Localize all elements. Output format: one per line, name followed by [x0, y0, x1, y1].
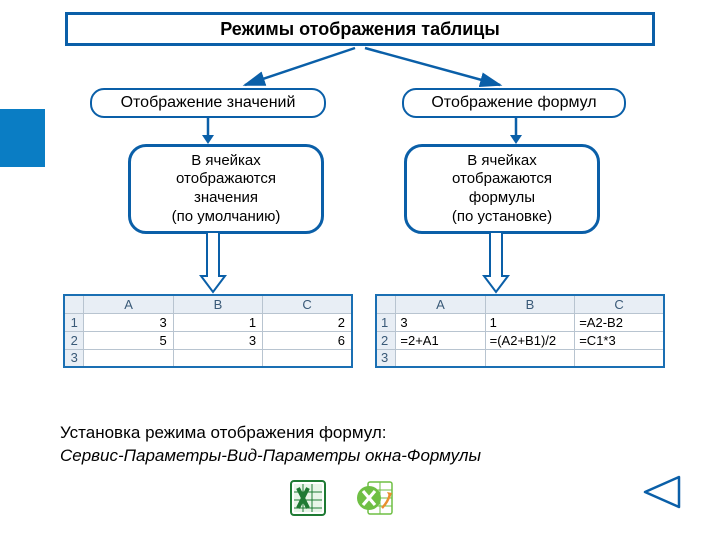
corner-cell: [64, 295, 84, 313]
cell: =A2-B2: [575, 313, 664, 331]
diverge-arrows: [0, 0, 720, 100]
cell: [396, 349, 485, 367]
cell: [485, 349, 575, 367]
row-header: 2: [64, 331, 84, 349]
left-branch-label: Отображение значений: [90, 88, 326, 118]
corner-cell: [376, 295, 396, 313]
right-desc-text: В ячейках отображаются формулы (по устан…: [452, 152, 552, 227]
cell: 1: [485, 313, 575, 331]
cell: [84, 349, 173, 367]
col-header: A: [396, 295, 485, 313]
cell: 5: [84, 331, 173, 349]
col-header: B: [173, 295, 262, 313]
cell: 3: [173, 331, 262, 349]
left-desc-text: В ячейках отображаются значения (по умол…: [172, 152, 281, 227]
left-branch-label-text: Отображение значений: [121, 94, 296, 112]
nav-back-button[interactable]: [638, 474, 684, 510]
caption-block: Установка режима отображения формул: Сер…: [60, 422, 481, 468]
app-icons-row: [288, 478, 396, 518]
cell: 3: [84, 313, 173, 331]
cell: 6: [263, 331, 352, 349]
cell: [173, 349, 262, 367]
row-header: 3: [64, 349, 84, 367]
triangle-left-icon: [641, 475, 681, 509]
double-arrow-left: [198, 232, 228, 294]
row-header: 1: [376, 313, 396, 331]
cell: =2+A1: [396, 331, 485, 349]
caption-line2: Сервис-Параметры-Вид-Параметры окна-Форм…: [60, 445, 481, 468]
left-desc-box: В ячейках отображаются значения (по умол…: [128, 144, 324, 234]
row-header: 3: [376, 349, 396, 367]
right-branch-label: Отображение формул: [402, 88, 626, 118]
right-desc-box: В ячейках отображаются формулы (по устан…: [404, 144, 600, 234]
cell: 2: [263, 313, 352, 331]
double-arrow-right: [481, 232, 511, 294]
down-arrow-left-1: [196, 117, 220, 147]
cell: [575, 349, 664, 367]
excel-2007-icon: [356, 478, 396, 518]
col-header: A: [84, 295, 173, 313]
col-header: C: [575, 295, 664, 313]
caption-line1: Установка режима отображения формул:: [60, 422, 481, 445]
left-values-table: A B C 1 3 1 2 2 5 3 6 3: [63, 294, 353, 368]
col-header: B: [485, 295, 575, 313]
down-arrow-right-1: [504, 117, 528, 147]
right-branch-label-text: Отображение формул: [431, 94, 596, 112]
col-header: C: [263, 295, 352, 313]
cell: 1: [173, 313, 262, 331]
row-header: 1: [64, 313, 84, 331]
cell: 3: [396, 313, 485, 331]
right-formulas-table: A B C 1 3 1 =A2-B2 2 =2+A1 =(A2+B1)/2 =C…: [375, 294, 665, 368]
cell: =(A2+B1)/2: [485, 331, 575, 349]
side-accent-block: [0, 109, 45, 167]
excel-2003-icon: [288, 478, 328, 518]
row-header: 2: [376, 331, 396, 349]
cell: =C1*3: [575, 331, 664, 349]
cell: [263, 349, 352, 367]
